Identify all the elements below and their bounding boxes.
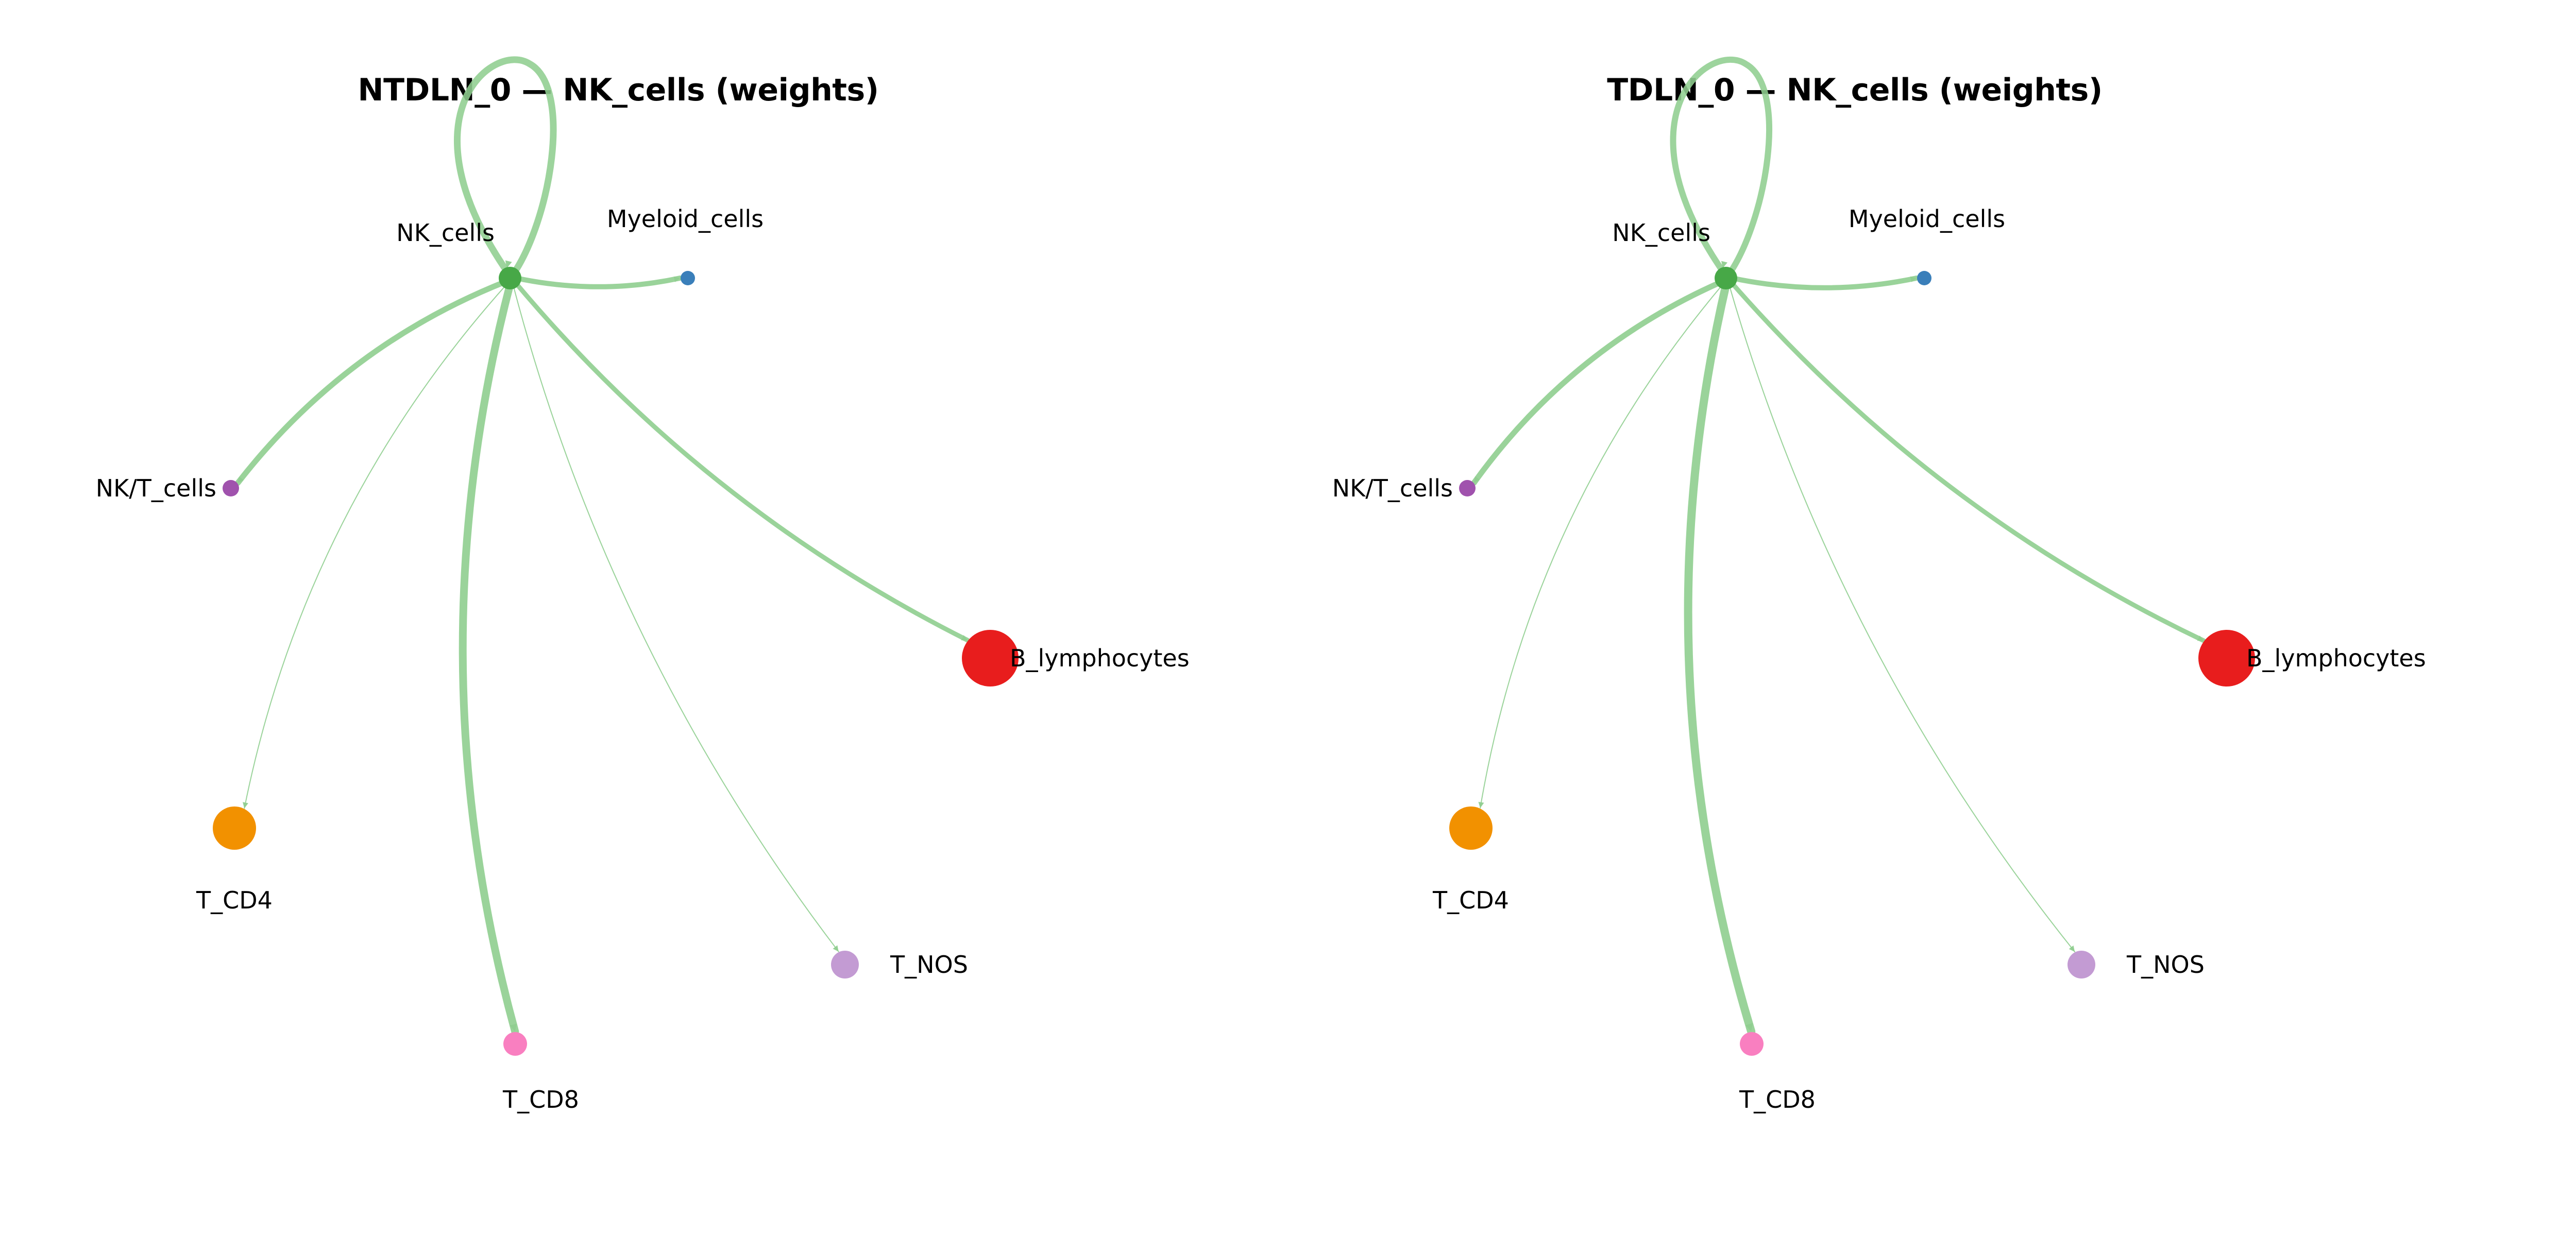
arrowhead-NK/T_cells <box>238 476 244 483</box>
arrowhead-T_CD4 <box>1478 802 1484 808</box>
edge-NK_cells-to-Myeloid_cells <box>514 276 683 289</box>
node-NK_cells[interactable] <box>499 267 521 289</box>
node-label-B_lymphocytes: B_lymphocytes <box>1010 644 1190 672</box>
arrowhead-self-loop <box>1721 261 1727 268</box>
network-panel-tdln_1: TDLN_1 — NK_cells (weights)NK_cellsMyelo… <box>2473 0 2576 1236</box>
edge-self-loop <box>454 56 557 280</box>
edge-NK_cells-to-Myeloid_cells <box>1730 276 1919 290</box>
node-B_lymphocytes[interactable] <box>2198 630 2255 686</box>
node-Myeloid_cells[interactable] <box>1917 271 1931 285</box>
node-B_lymphocytes[interactable] <box>962 630 1019 686</box>
node-label-NK-T_cells: NK/T_cells <box>1332 474 1453 502</box>
arrowhead-B_lymphocytes <box>961 635 968 641</box>
node-label-Myeloid_cells: Myeloid_cells <box>606 205 764 233</box>
arrowhead-Myeloid_cells <box>673 276 680 282</box>
node-label-T_NOS: T_NOS <box>890 951 968 978</box>
arrowhead-T_NOS <box>2069 945 2075 952</box>
edge-NK_cells-to-T_NOS <box>1728 283 2076 953</box>
arrowhead-T_CD4 <box>243 802 248 809</box>
node-T_CD4[interactable] <box>1449 806 1493 850</box>
node-layer <box>1449 267 2255 1056</box>
node-T_NOS[interactable] <box>2067 951 2095 978</box>
node-label-T_CD8: T_CD8 <box>503 1086 579 1113</box>
node-NK_cells[interactable] <box>1715 267 1737 289</box>
panel-title: TDLN_0 — NK_cells (weights) <box>1607 72 2103 108</box>
node-layer <box>213 267 1019 1056</box>
arrowhead-layer <box>1474 261 2204 1032</box>
node-label-NK_cells: NK_cells <box>396 219 495 247</box>
network-panel-tdln_0: TDLN_0 — NK_cells (weights) NK_cells Myelo… <box>1236 0 2473 1236</box>
edge-NK_cells-to-B_lymphocytes <box>1728 279 2206 643</box>
edge-NK_cells-to-T_CD4 <box>244 283 508 809</box>
edge-NK_cells-to-T_CD8 <box>1684 280 1756 1036</box>
arrowhead-B_lymphocytes <box>2197 636 2204 641</box>
edge-NK_cells-to-B_lymphocytes <box>513 280 970 643</box>
network-graph <box>1449 56 2255 1056</box>
node-label-B_lymphocytes: B_lymphocytes <box>2246 644 2426 672</box>
arrowhead-T_CD8 <box>1745 1023 1753 1032</box>
node-label-NK_cells: NK_cells <box>1612 219 1710 247</box>
network-graph <box>213 56 1019 1056</box>
arrowhead-layer <box>238 260 968 1032</box>
edge-NK_cells-to-T_NOS <box>512 283 839 952</box>
edge-NK_cells-to-T_CD4 <box>1480 283 1724 809</box>
arrowhead-T_NOS <box>833 945 839 952</box>
edge-NK_cells-to-T_CD8 <box>459 280 519 1036</box>
edge-NK_cells-to-NK/T_cells <box>235 279 508 486</box>
arrowhead-NK/T_cells <box>1474 476 1480 483</box>
node-T_CD4[interactable] <box>213 806 256 850</box>
node-label-T_CD4: T_CD4 <box>1433 886 1509 914</box>
node-label-T_NOS: T_NOS <box>2127 951 2205 978</box>
node-T_CD8[interactable] <box>503 1032 527 1056</box>
node-Myeloid_cells[interactable] <box>681 271 695 285</box>
edge-NK_cells-to-NK/T_cells <box>1471 279 1724 486</box>
node-label-Myeloid_cells: Myeloid_cells <box>1848 205 2006 233</box>
arrowhead-self-loop <box>505 260 512 268</box>
node-label-T_CD4: T_CD4 <box>196 886 273 914</box>
network-panel-ntdln_0: NTDLN_0 — NK_cells (weights) NK_cells Myel… <box>0 0 1236 1236</box>
node-NK-T_cells[interactable] <box>1459 480 1476 496</box>
edge-layer <box>235 56 970 1036</box>
edge-layer <box>1471 56 2206 1036</box>
node-T_NOS[interactable] <box>831 951 859 978</box>
edge-self-loop <box>1670 56 1772 279</box>
arrowhead-Myeloid_cells <box>1910 276 1917 282</box>
node-T_CD8[interactable] <box>1740 1032 1764 1056</box>
arrowhead-T_CD8 <box>510 1023 517 1032</box>
node-NK-T_cells[interactable] <box>223 480 239 496</box>
network-graph <box>2473 0 2576 1236</box>
node-label-T_CD8: T_CD8 <box>1739 1086 1816 1113</box>
panel-title: NTDLN_0 — NK_cells (weights) <box>358 72 879 108</box>
node-label-NK-T_cells: NK/T_cells <box>95 474 216 502</box>
